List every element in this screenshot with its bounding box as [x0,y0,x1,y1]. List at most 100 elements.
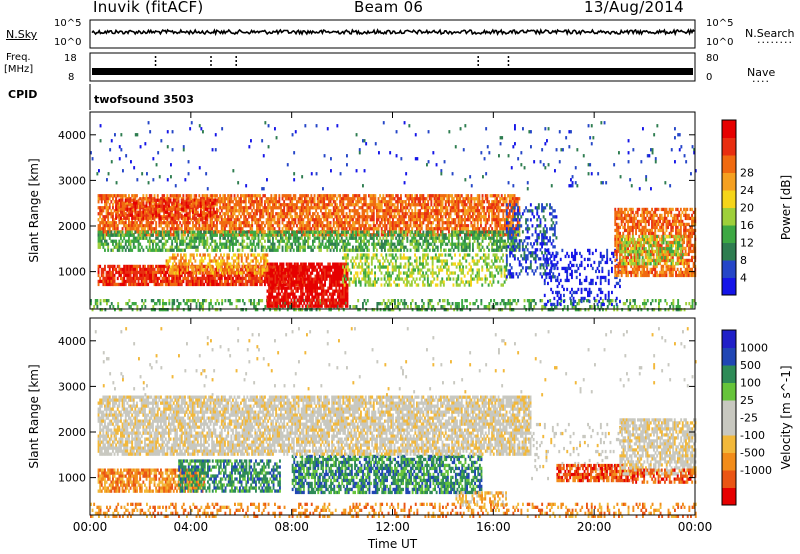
echo-region-0 [90,299,697,312]
power-colorbar-swatch-4 [722,207,736,226]
power-colorbar-swatch-8 [722,137,736,156]
time-tick-label-4: 16:00 [476,520,511,534]
velocity-colorbar-tick-7: -1000 [740,464,772,477]
velocity-colorbar-tick-4: -25 [740,412,758,425]
echo-region-10 [94,327,697,397]
time-tick-label-5: 20:00 [577,520,612,534]
nsky-panel [89,19,696,49]
time-tick-label-3: 12:00 [375,520,410,534]
nsearch-tick-top: 10^5 [706,18,734,29]
time-tick-label-1: 04:00 [174,520,209,534]
nsky-label: N.Sky [6,28,38,41]
nave-label: Nave [747,66,776,79]
power-colorbar-swatch-1 [722,260,736,278]
time-tick-label-0: 00:00 [73,520,108,534]
date-title: 13/Aug/2014 [584,0,684,16]
power-colorbar-swatch-2 [722,242,736,261]
power-colorbar-label: Power [dB] [779,175,793,240]
freq-band [92,68,693,75]
y-tick-label-2000: 2000 [58,220,86,233]
y-tick-label-2000: 2000 [58,426,86,439]
time-tick-label-2: 08:00 [274,520,309,534]
y-axis-label: Slant Range [km] [27,158,41,262]
velocity-colorbar-tick-6: -500 [740,447,765,460]
site-title: Inuvik (fitACF) [93,0,204,16]
power-plot: 1000 2000 3000 4000 Slant Range [km] [27,111,697,312]
velocity-colorbar-tick-2: 100 [740,377,761,390]
velocity-colorbar-tick-1: 500 [740,359,761,372]
power-colorbar-swatch-5 [722,190,736,208]
power-colorbar-tick-6: 28 [740,167,754,180]
nsearch-label: N.Search [745,27,795,40]
nave-dots: ···· [752,75,770,88]
echo-region-2 [178,459,281,493]
power-colorbar-swatch-3 [722,225,736,243]
echo-region-7 [115,198,218,220]
power-colorbar-frame [721,119,737,296]
echo-region-9 [543,248,621,307]
power-colorbar-tick-3: 16 [740,219,754,232]
nsky-trace [91,28,695,37]
velocity-colorbar-swatch-2 [722,452,736,471]
freq-unit: [MHz] [4,64,34,75]
velocity-colorbar-tick-0: 1000 [740,342,768,355]
beam-title: Beam 06 [354,0,424,16]
power-colorbar: 4 8 12 16 20 24 28 Power [dB] [721,119,793,296]
freq-tick-top: 18 [64,53,77,64]
nsearch-dots: ········ [757,36,793,49]
velocity-colorbar-swatch-5 [722,400,736,418]
y-tick-label-1000: 1000 [58,472,86,485]
y-tick-label-3000: 3000 [58,380,86,393]
freq-panel [89,52,696,82]
echo-region-11 [619,235,684,266]
power-colorbar-swatch-6 [722,172,736,191]
velocity-colorbar-swatch-8 [722,347,736,366]
time-axis-label: Time UT [367,537,418,551]
nsky-tick-bottom: 10^0 [54,37,82,48]
velocity-colorbar-swatch-7 [722,365,736,383]
velocity-colorbar-swatch-6 [722,382,736,401]
velocity-colorbar: 1000 500 100 25 -25 -100 -500 -1000 Velocity [m … [721,329,793,506]
power-colorbar-swatch-7 [722,155,736,173]
power-colorbar-tick-2: 12 [740,237,754,250]
echo-region-0 [90,502,697,518]
time-tick-label-6: 00:00 [678,520,713,534]
freq-frame [89,52,696,82]
power-colorbar-swatch-0 [722,277,736,296]
y-axis-label: Slant Range [km] [27,364,41,468]
velocity-colorbar-swatch-1 [722,470,736,488]
freq-label: Freq. [6,52,31,63]
nave-tick-bottom: 0 [706,72,713,83]
echo-region-3 [291,454,483,495]
freq-tick-bottom: 8 [68,72,75,83]
time-axis: 00:00 04:00 08:00 12:00 16:00 20:00 00:00 Time … [73,520,713,551]
nsearch-tick-bottom: 10^0 [706,37,734,48]
echo-region-9 [632,468,697,484]
cpid-label: CPID [8,88,38,101]
echo-region-4 [455,491,507,507]
velocity-colorbar-label: Velocity [m s^-1] [779,365,793,469]
echo-region-2 [266,262,349,308]
echo-region-3 [165,253,269,275]
echo-region-12 [90,121,697,191]
y-tick-label-4000: 4000 [58,129,86,142]
velocity-colorbar-swatch-3 [722,435,736,453]
power-colorbar-tick-0: 4 [740,272,747,285]
power-colorbar-tick-4: 20 [740,202,754,215]
velocity-colorbar-swatch-4 [722,417,736,436]
echo-region-6 [97,230,521,252]
power-colorbar-tick-1: 8 [740,254,747,267]
velocity-colorbar-swatch-9 [722,330,736,348]
velocity-colorbar-frame [721,329,737,506]
velocity-colorbar-swatch-0 [722,487,736,506]
y-tick-label-1000: 1000 [58,266,86,279]
velocity-plot: 1000 2000 3000 4000 Slant Range [km] [27,317,697,518]
nsky-frame [89,19,696,49]
power-colorbar-swatch-9 [722,120,736,138]
nsky-tick-top: 10^5 [54,18,82,29]
velocity-colorbar-tick-3: 25 [740,394,754,407]
cpid-value: twofsound 3503 [94,93,194,106]
power-colorbar-tick-5: 24 [740,184,754,197]
echo-region-5 [97,395,532,456]
